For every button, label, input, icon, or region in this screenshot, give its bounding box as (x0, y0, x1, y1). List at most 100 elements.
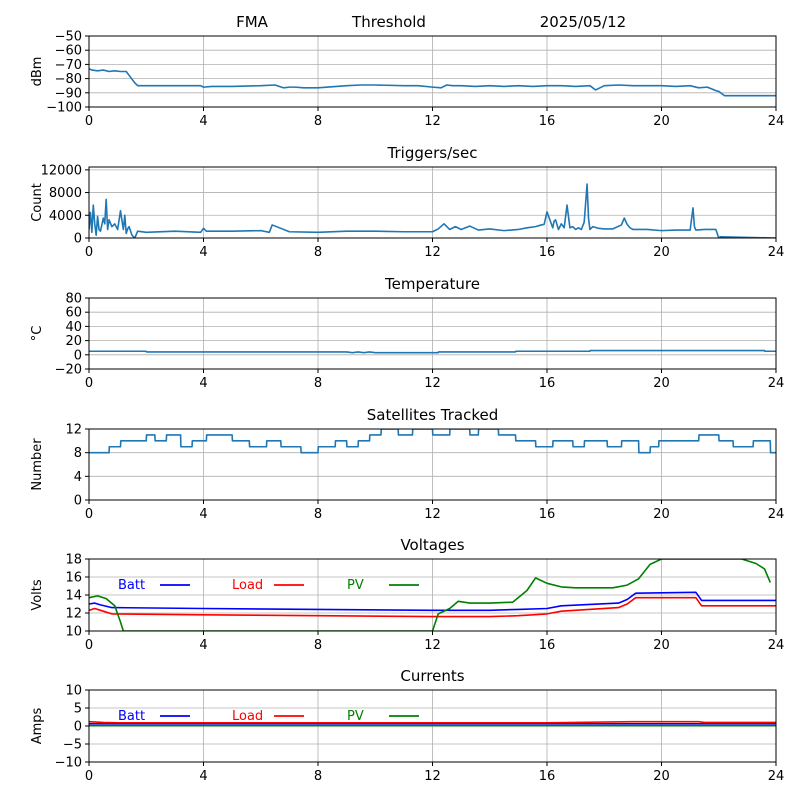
x-tick-label: 24 (768, 376, 785, 391)
series-line-load (89, 720, 776, 724)
x-tick-label: 12 (424, 114, 441, 129)
x-tick-label: 16 (539, 638, 556, 653)
x-tick-label: 0 (85, 376, 93, 391)
y-tick-label: 18 (65, 553, 82, 568)
x-tick-label: 8 (314, 507, 322, 522)
x-tick-label: 8 (314, 245, 322, 260)
y-tick-label: 8000 (49, 186, 82, 201)
chart-panel-4: 0 4 8 12 16 20 24 0 4 8 12 Satellites Tracked Number (30, 406, 784, 522)
grid (88, 558, 777, 632)
x-tick-label: 16 (539, 507, 556, 522)
legend-label: PV (347, 578, 364, 593)
series-line-load (89, 596, 776, 618)
chart-panel-5: 0 4 8 12 16 20 24 10 12 14 16 18 Voltages Volts Batt Lo… (30, 536, 784, 653)
grid (88, 297, 777, 370)
y-tick-label: −80 (55, 72, 82, 87)
y-tick-label: 12000 (41, 163, 82, 178)
x-tick-label: 20 (653, 376, 670, 391)
y-axis-label: Volts (30, 579, 45, 611)
x-tick-label: 20 (653, 114, 670, 129)
series-line-1 (89, 67, 776, 97)
y-tick-label: 40 (65, 320, 82, 335)
y-tick-label: 10 (65, 684, 82, 699)
y-axis-label: Amps (30, 707, 45, 744)
x-tick-label: 8 (314, 769, 322, 784)
x-tick-label: 0 (85, 507, 93, 522)
x-tick-label: 4 (199, 245, 207, 260)
legend-label: Load (232, 578, 263, 593)
x-tick-label: 12 (424, 769, 441, 784)
x-tick-label: 24 (768, 245, 785, 260)
chart-panel-2: 0 4 8 12 16 20 24 0 4000 8000 12000 Triggers/sec Cou… (30, 144, 784, 260)
x-tick-label: 24 (768, 638, 785, 653)
y-tick-label: −90 (55, 86, 82, 101)
legend-label: PV (347, 709, 364, 724)
y-tick-label: 4 (74, 470, 82, 485)
series-line-batt (89, 591, 776, 612)
y-tick-label: 20 (65, 334, 82, 349)
y-tick-label: 4000 (49, 209, 82, 224)
x-tick-label: 0 (85, 245, 93, 260)
y-tick-label: 10 (65, 625, 82, 640)
x-tick-label: 20 (653, 507, 670, 522)
y-tick-label: 0 (74, 494, 82, 509)
x-tick-label: 0 (85, 769, 93, 784)
x-tick-label: 16 (539, 245, 556, 260)
y-tick-label: 0 (74, 232, 82, 247)
header-date: 2025/05/12 (540, 13, 626, 31)
x-tick-label: 16 (539, 376, 556, 391)
x-tick-label: 4 (199, 638, 207, 653)
x-tick-label: 24 (768, 114, 785, 129)
x-tick-label: 12 (424, 245, 441, 260)
x-tick-label: 0 (85, 114, 93, 129)
x-tick-label: 8 (314, 376, 322, 391)
y-tick-label: 5 (74, 702, 82, 717)
series-line-1 (89, 349, 776, 354)
x-tick-label: 16 (539, 769, 556, 784)
y-axis-label: °C (30, 326, 45, 342)
x-tick-label: 4 (199, 114, 207, 129)
series-line-1 (89, 183, 776, 238)
x-tick-label: 24 (768, 507, 785, 522)
x-tick-label: 0 (85, 638, 93, 653)
y-tick-label: −100 (46, 101, 82, 116)
series-line-pv (89, 559, 772, 631)
x-tick-label: 8 (314, 638, 322, 653)
y-tick-label: 12 (65, 423, 82, 438)
x-tick-label: 4 (199, 769, 207, 784)
x-tick-label: 12 (424, 376, 441, 391)
grid (88, 35, 777, 108)
y-tick-label: 0 (74, 348, 82, 363)
y-tick-label: 80 (65, 292, 82, 307)
x-tick-label: 8 (314, 114, 322, 129)
y-tick-label: −50 (55, 30, 82, 45)
legend-label: Batt (118, 578, 145, 593)
x-tick-label: 20 (653, 638, 670, 653)
y-tick-label: −5 (63, 738, 82, 753)
panel-title: Currents (400, 667, 464, 685)
y-tick-label: −10 (55, 756, 82, 771)
y-tick-label: 0 (74, 720, 82, 735)
panel-title: Satellites Tracked (367, 406, 498, 424)
grid (88, 167, 777, 239)
y-tick-label: −60 (55, 44, 82, 59)
header-station: FMA (236, 13, 269, 31)
chart-panel-1: 0 4 8 12 16 20 24 −100−90−80−70−60−50 dBm (30, 30, 784, 130)
x-tick-label: 4 (199, 507, 207, 522)
grid (88, 428, 777, 501)
x-tick-label: 12 (424, 638, 441, 653)
y-axis-label: Count (30, 183, 45, 222)
legend-label: Load (232, 709, 263, 724)
x-tick-label: 20 (653, 245, 670, 260)
y-tick-label: 14 (65, 589, 82, 604)
y-tick-label: 60 (65, 306, 82, 321)
x-tick-label: 24 (768, 769, 785, 784)
y-tick-label: 12 (65, 607, 82, 622)
panel-title: Voltages (400, 536, 464, 554)
y-tick-label: −70 (55, 58, 82, 73)
y-axis-label: dBm (30, 57, 45, 87)
x-tick-label: 4 (199, 376, 207, 391)
chart-panel-6: 0 4 8 12 16 20 24 −10 −5 0 5 10 Currents Amps Batt Load… (30, 667, 784, 784)
